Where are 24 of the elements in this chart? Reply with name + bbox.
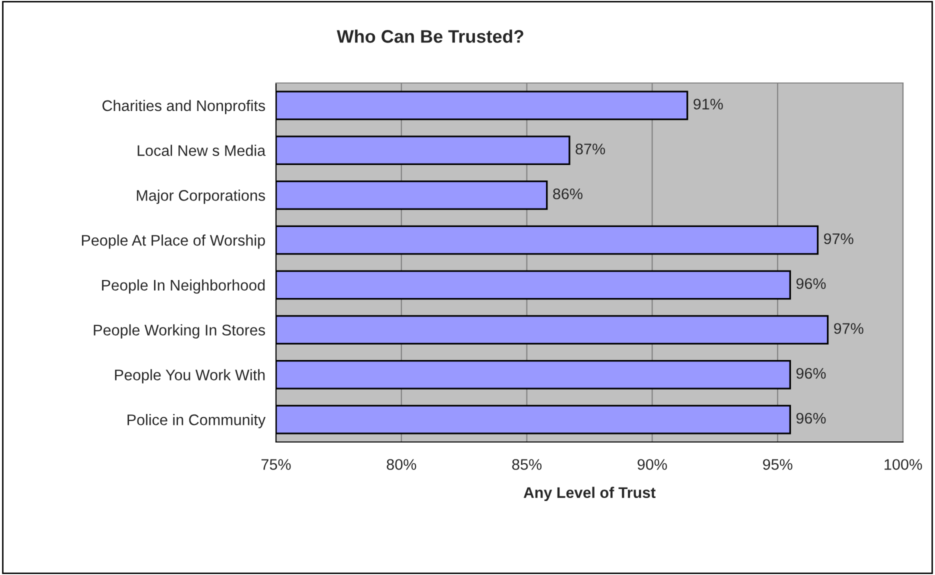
x-tick-label: 90% xyxy=(638,459,667,470)
x-tick-label: 80% xyxy=(386,459,416,470)
data-label: 97% xyxy=(834,323,864,334)
data-label: 87% xyxy=(576,144,606,154)
data-label: 96% xyxy=(796,412,826,424)
x-tick-label: 100% xyxy=(884,459,922,470)
y-tick-label: People In Neighborhood xyxy=(102,279,265,294)
y-tick-label: People Working In Stores xyxy=(94,324,266,339)
data-label: 91% xyxy=(694,98,723,110)
data-label: 96% xyxy=(796,278,826,290)
x-tick-label: 85% xyxy=(512,459,542,470)
y-tick-label: Local New s Media xyxy=(138,144,266,156)
y-tick-label: Charities and Nonprofits xyxy=(102,100,266,114)
x-tick-label: 75% xyxy=(261,459,291,470)
y-tick-label: People At Place of Worship xyxy=(82,234,265,249)
x-tick-label: 95% xyxy=(763,459,792,470)
y-tick-label: People You Work With xyxy=(115,369,265,384)
x-axis-title: Any Level of Trust xyxy=(524,486,656,502)
data-label: 97% xyxy=(824,233,854,244)
y-tick-label: Police in Community xyxy=(128,414,266,428)
chart-title: Who Can Be Trusted? xyxy=(336,30,524,43)
data-label: 96% xyxy=(796,368,826,379)
data-label: 86% xyxy=(553,188,582,200)
y-tick-label: Major Corporations xyxy=(136,190,266,204)
